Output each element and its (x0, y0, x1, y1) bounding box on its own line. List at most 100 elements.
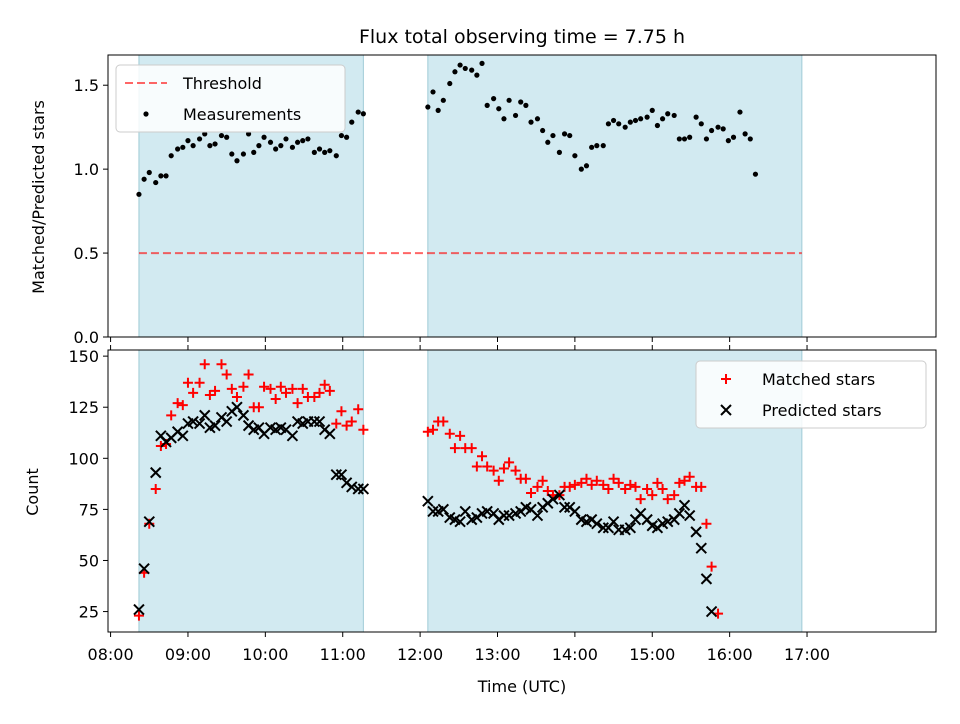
measurement-point (425, 104, 431, 110)
matched-stars-point (696, 481, 707, 492)
measurement-point (747, 136, 753, 142)
matched-stars-point (188, 387, 199, 398)
legend-measurements-swatch (143, 111, 149, 117)
legend-predicted-swatch (720, 404, 732, 416)
chart-title: Flux total observing time = 7.75 h (359, 26, 685, 48)
measurement-point (528, 119, 534, 125)
measurement-point (158, 173, 164, 179)
measurement-point (435, 107, 441, 113)
predicted-stars-point (220, 415, 233, 428)
measurement-point (676, 136, 682, 142)
matched-stars-point (346, 416, 357, 427)
predicted-stars-point (624, 522, 637, 534)
matched-stars-point (182, 377, 193, 388)
matched-stars-point (657, 483, 668, 494)
measurement-point (278, 143, 284, 149)
matched-stars-point (642, 483, 653, 494)
matched-stars-point (591, 475, 602, 486)
measurement-point (567, 132, 573, 139)
measurement-point (616, 121, 622, 127)
measurement-point (627, 119, 633, 125)
x-tick-label: 17:00 (784, 645, 830, 664)
matched-stars-point (471, 461, 482, 472)
matched-stars-point (422, 426, 433, 437)
matched-stars-point (177, 400, 188, 411)
measurement-point (545, 139, 551, 145)
matched-stars-point (314, 387, 325, 398)
measurement-point (649, 107, 655, 113)
x-tick-label: 11:00 (320, 645, 366, 664)
predicted-stars-point (313, 415, 326, 428)
predicted-stars-point (237, 409, 250, 422)
measurement-point (622, 124, 628, 130)
matched-stars-point (603, 483, 614, 494)
y-tick-label: 50 (79, 551, 99, 570)
y-tick-label: 125 (68, 398, 99, 417)
predicted-stars-point (335, 468, 348, 481)
matched-stars-point (701, 518, 712, 529)
measurement-point (273, 146, 279, 152)
matched-stars-point (679, 475, 690, 486)
matched-stars-point (231, 392, 242, 402)
measurement-point (333, 153, 339, 159)
matched-stars-point (341, 420, 352, 431)
measurement-point (572, 153, 578, 159)
matched-stars-point (287, 383, 298, 394)
predicted-stars-point (199, 409, 211, 422)
measurement-point (240, 151, 247, 157)
plot-frame (107, 54, 937, 338)
measurement-point (349, 119, 355, 125)
measurement-point (654, 122, 661, 129)
matched-stars-point (270, 394, 281, 405)
matched-stars-point (428, 424, 439, 435)
y-tick-label: 0.5 (74, 244, 99, 263)
observing-interval-2 (427, 54, 803, 338)
measurement-point (202, 131, 208, 137)
measurement-point (224, 134, 230, 140)
matched-stars-point (647, 490, 658, 501)
predicted-stars-point (138, 562, 150, 575)
predicted-stars-point (150, 466, 162, 479)
y-tick-label: 1.5 (74, 76, 99, 95)
matched-stars-point (297, 383, 308, 394)
predicted-stars-point (330, 468, 342, 481)
measurement-point (338, 132, 345, 139)
measurement-point (681, 136, 688, 142)
matched-stars-point (210, 385, 221, 396)
legend: Threshold Measurements (115, 64, 346, 133)
predicted-stars-point (352, 483, 364, 495)
measurement-point (512, 112, 519, 119)
measurement-point (141, 176, 147, 182)
matched-stars-point (150, 483, 161, 494)
matched-stars-point (238, 381, 249, 392)
bottom-y-axis-label: Count (23, 468, 42, 516)
predicted-stars-point (177, 430, 189, 442)
measurement-point (229, 151, 235, 157)
measurement-point (594, 143, 600, 149)
measurement-point (256, 143, 262, 149)
predicted-stars-point (454, 515, 466, 528)
matched-stars-point (216, 359, 227, 370)
measurement-point (730, 134, 737, 140)
plot-frame (107, 349, 937, 633)
measurement-point (327, 148, 333, 154)
matched-stars-point (526, 488, 537, 499)
measurement-point (742, 131, 748, 137)
measurement-point (289, 144, 296, 150)
legend-measurements-label: Measurements (183, 105, 301, 124)
measurement-point (540, 127, 546, 134)
top-y-axis-label: Matched/Predicted stars (29, 100, 48, 294)
measurement-point (245, 131, 252, 137)
measurement-point (578, 166, 584, 172)
measurement-point (703, 136, 710, 142)
matched-stars-point (652, 477, 663, 488)
measurement-point (496, 106, 502, 112)
measurement-point (659, 116, 666, 122)
measurement-point (168, 153, 174, 159)
measurement-point (440, 97, 446, 103)
matched-stars-point (625, 479, 636, 490)
measurement-point (605, 121, 612, 127)
predicted-stars-point (143, 515, 155, 528)
predicted-stars-point (553, 489, 566, 501)
matched-stars-point (498, 463, 509, 474)
